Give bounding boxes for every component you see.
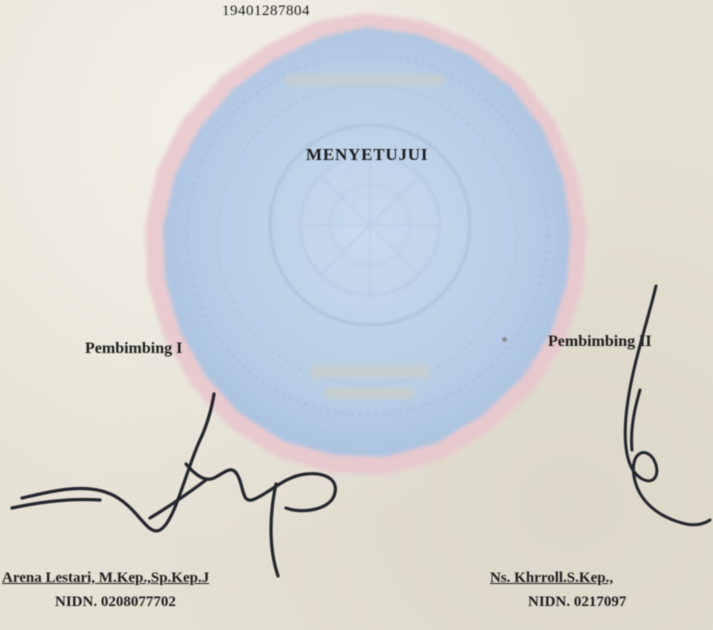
institution-seal-icon: [125, 5, 610, 505]
right-signer-role: Pembimbing II: [548, 333, 652, 350]
right-signer-name: Ns. Khrroll.S.Kep.,: [490, 570, 614, 586]
left-signer-role: Pembimbing I: [85, 340, 183, 357]
left-signer-nidn: NIDN. 0208077702: [55, 594, 176, 610]
right-signature-icon: [600, 280, 713, 560]
separator-dot: [502, 337, 507, 342]
approval-heading: MENYETUJUI: [306, 145, 429, 164]
left-signature-icon: [0, 380, 360, 590]
document-reference-number: 19401287804: [222, 3, 310, 19]
left-signer-name: Arena Lestari, M.Kep.,Sp.Kep.J: [2, 570, 210, 586]
right-signer-nidn: NIDN. 0217097: [528, 594, 627, 610]
